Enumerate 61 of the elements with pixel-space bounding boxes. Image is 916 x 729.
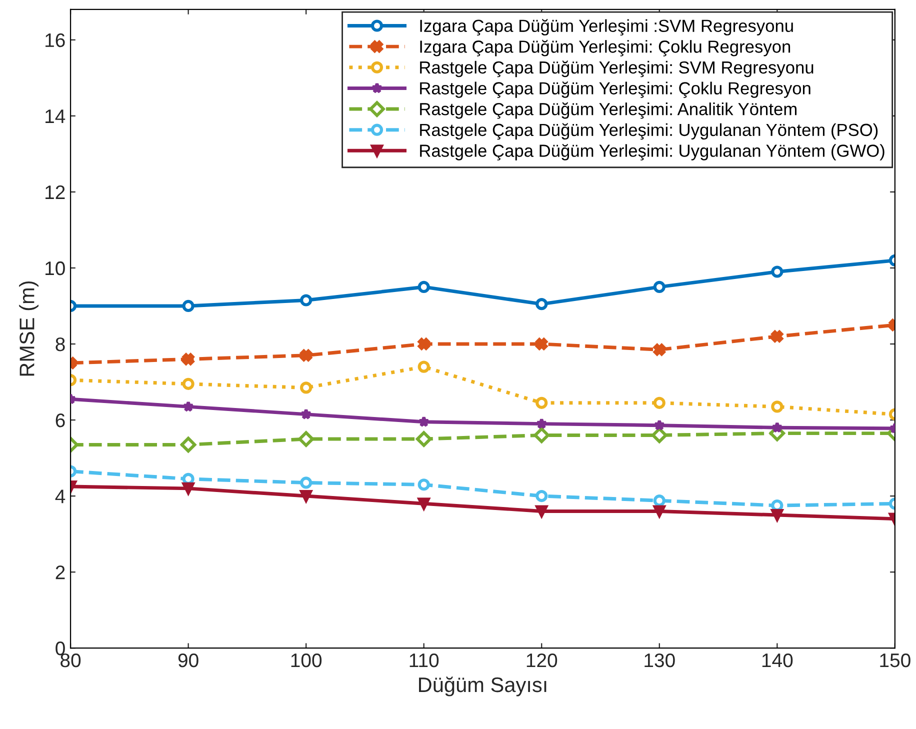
point xyxy=(771,400,784,413)
point xyxy=(300,349,312,362)
x-axis-title: Düğüm Sayısı xyxy=(419,676,546,696)
legend-label: Rastgele Çapa Düğüm Yerleşimi: Uygulanan Yöntem (GWO) xyxy=(420,144,884,160)
point xyxy=(536,396,548,409)
x-tick-label: 130 xyxy=(644,653,675,668)
point xyxy=(418,280,430,294)
point xyxy=(300,408,312,420)
point xyxy=(182,300,194,312)
legend-label: Izgara Çapa Düğüm Yerleşimi: Çoklu Regresyon xyxy=(420,40,790,56)
point xyxy=(418,478,430,491)
x-tick-label: 80 xyxy=(60,653,81,668)
legend-label: Rastgele Çapa Düğüm Yerleşimi: Uygulanan Yöntem (PSO) xyxy=(420,123,878,140)
point xyxy=(300,490,312,502)
y-tick-label: 6 xyxy=(56,413,65,428)
point xyxy=(771,266,784,278)
x-tick-label: 100 xyxy=(291,653,322,668)
legend-label: Izgara Çapa Düğüm Yerleşimi :SVM Regresyonu xyxy=(420,19,793,36)
point xyxy=(300,294,312,306)
point xyxy=(418,416,430,428)
point xyxy=(651,427,668,444)
point xyxy=(180,436,196,453)
legend-label: Rastgele Çapa Düğüm Yerleşimi: SVM Regresyonu xyxy=(420,60,814,78)
y-tick-label: 0 xyxy=(56,642,65,656)
x-tick-label: 120 xyxy=(526,653,558,668)
point xyxy=(653,344,666,356)
point xyxy=(771,422,783,433)
point xyxy=(182,378,194,390)
x-tick-label: 140 xyxy=(762,653,793,668)
point xyxy=(182,400,194,412)
y-tick-label: 2 xyxy=(56,566,65,580)
point xyxy=(416,431,432,447)
x-tick-label: 150 xyxy=(880,653,910,668)
point xyxy=(534,427,550,444)
point xyxy=(653,494,666,507)
point xyxy=(298,431,314,447)
y-tick-label: 4 xyxy=(55,490,66,504)
y-tick-label: 10 xyxy=(46,261,65,276)
point xyxy=(771,508,784,522)
x-tick-label: 110 xyxy=(410,653,439,668)
point xyxy=(418,338,430,350)
point xyxy=(654,419,666,431)
y-axis-title: RMSE (m) xyxy=(19,281,38,376)
legend-label: Rastgele Çapa Düğüm Yerleşimi: Analitik Yöntem xyxy=(420,102,796,119)
legend-label: Rastgele Çapa Düğüm Yerleşimi: Çoklu Regresyon xyxy=(420,81,810,98)
y-tick-label: 12 xyxy=(46,185,65,199)
point xyxy=(300,476,312,489)
point xyxy=(536,490,548,502)
point xyxy=(182,353,194,366)
point xyxy=(771,330,784,342)
point xyxy=(300,382,312,394)
y-tick-label: 16 xyxy=(46,33,65,48)
point xyxy=(653,396,666,409)
y-tick-label: 14 xyxy=(46,110,66,123)
point xyxy=(536,338,548,350)
point xyxy=(418,360,430,373)
y-tick-label: 8 xyxy=(56,337,65,352)
point xyxy=(536,418,548,429)
x-tick-label: 90 xyxy=(178,653,198,668)
point xyxy=(653,280,666,294)
point xyxy=(536,298,548,310)
